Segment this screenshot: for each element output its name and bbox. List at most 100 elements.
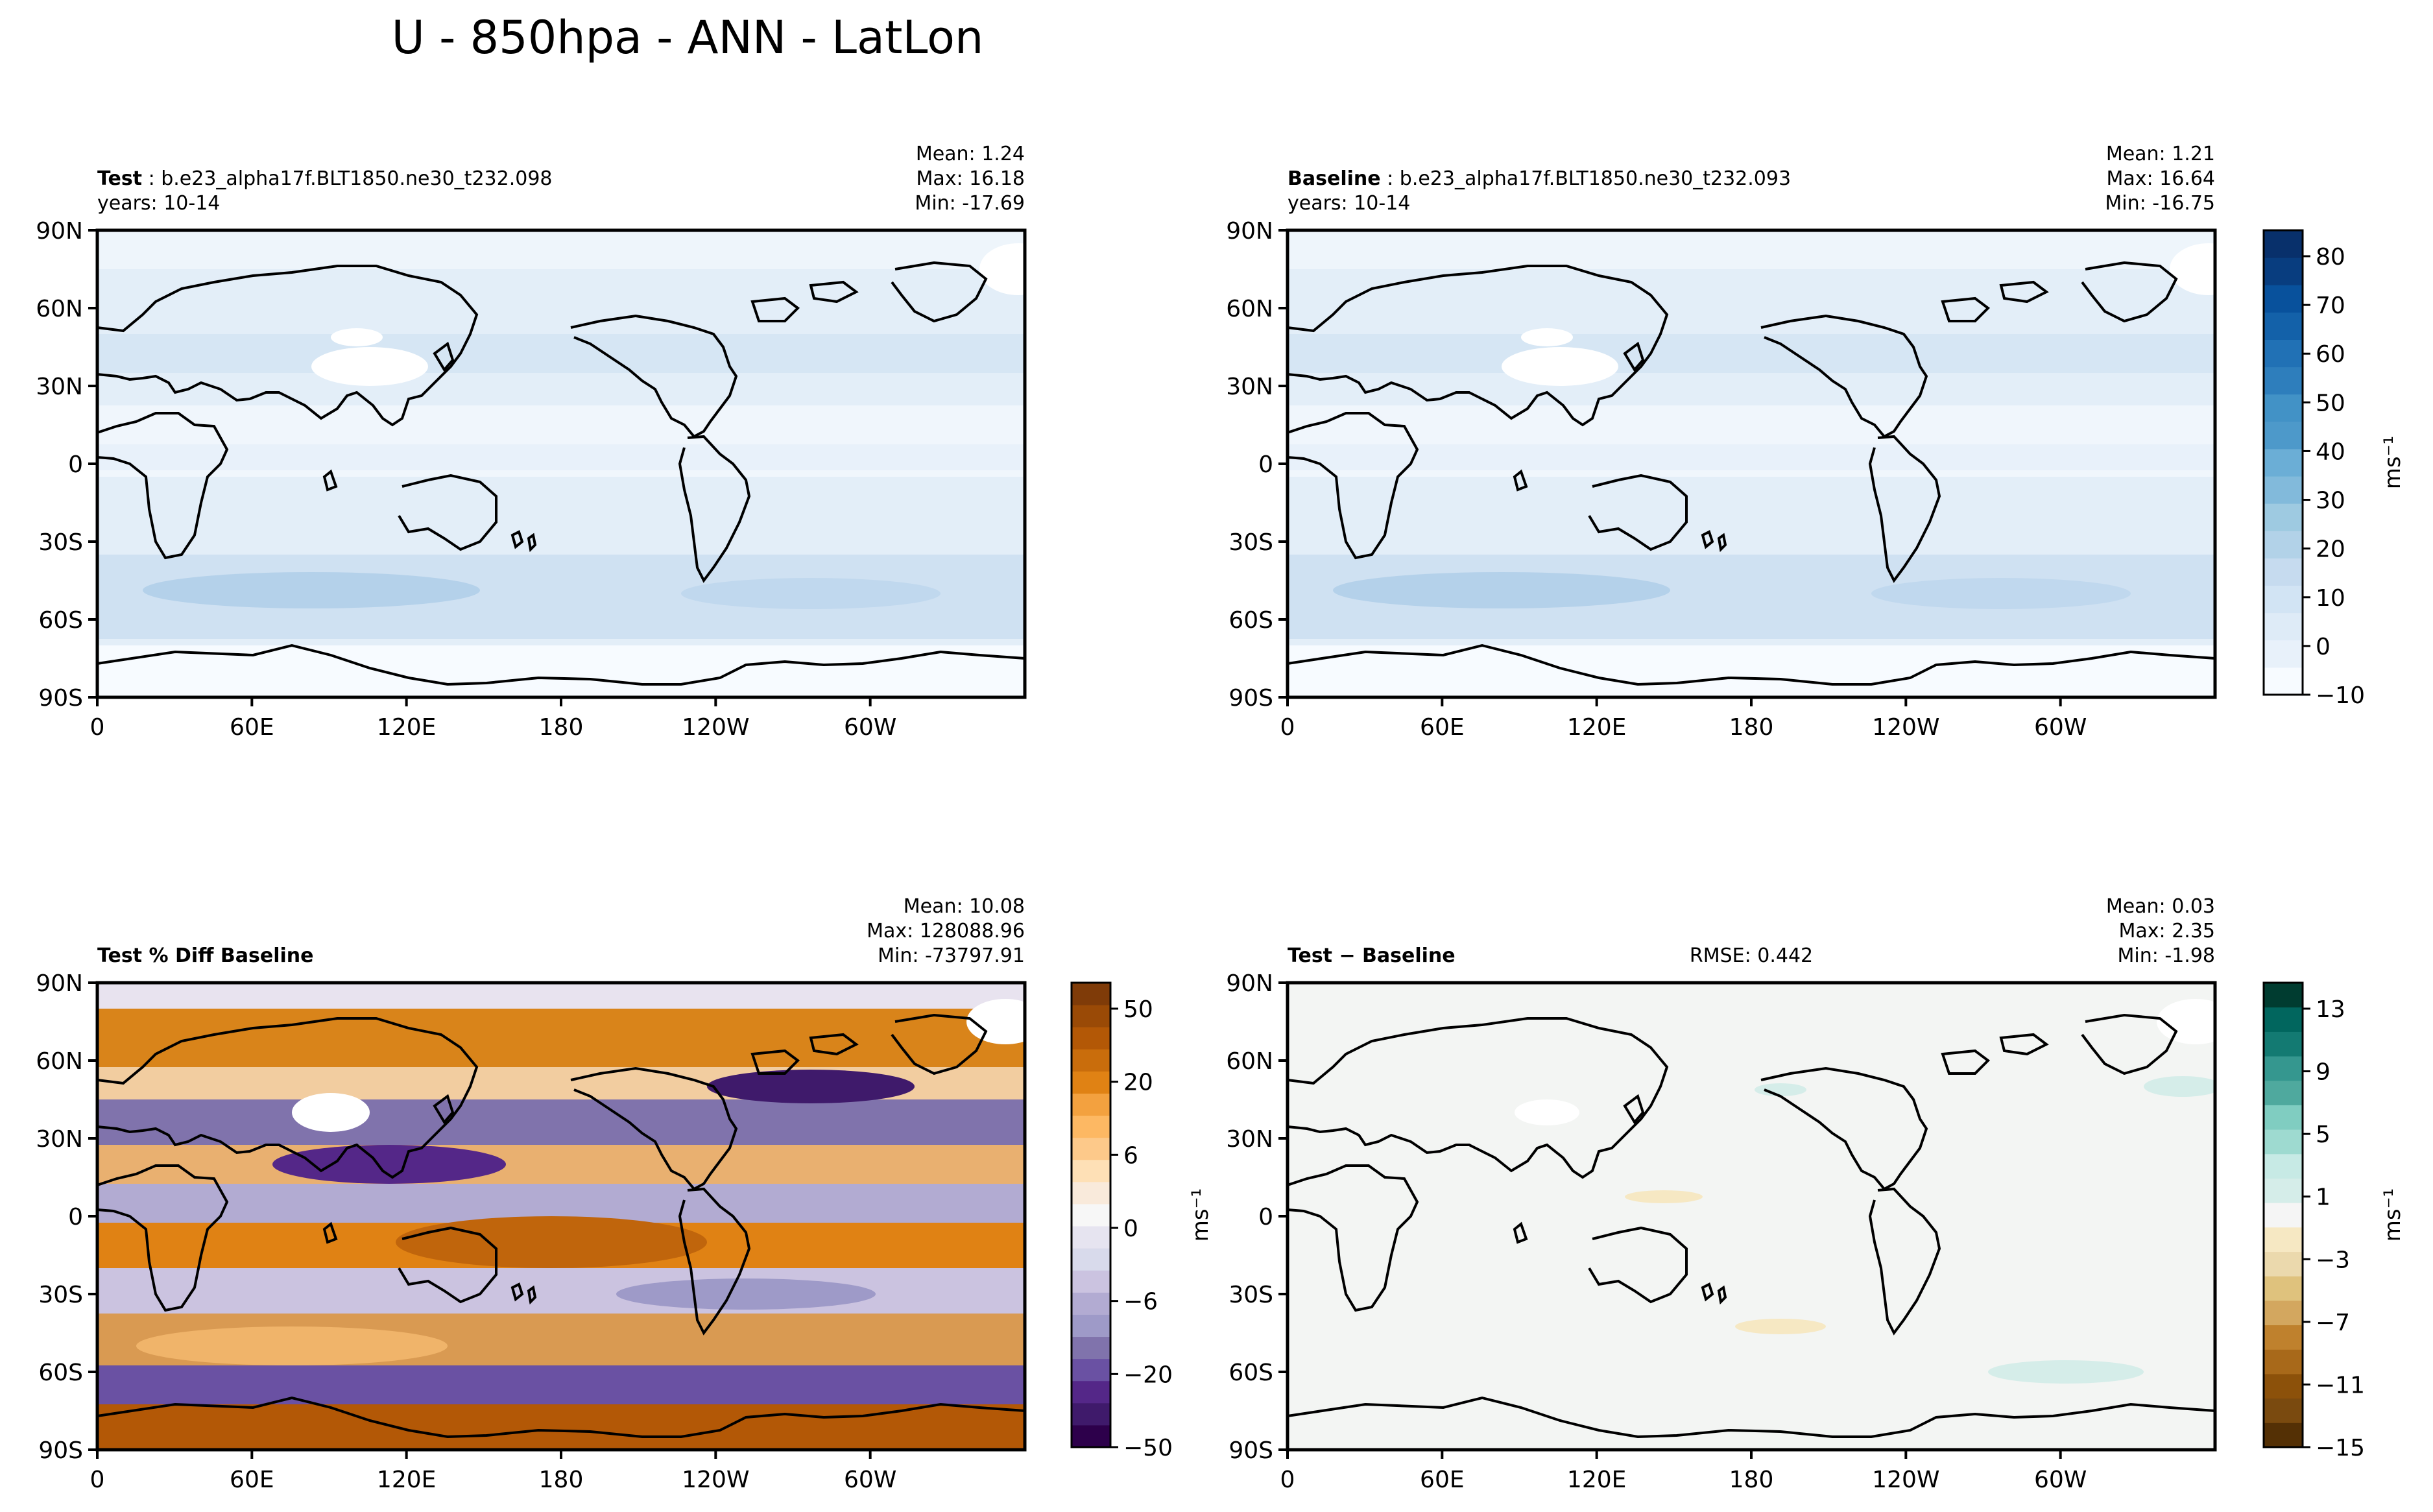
lon-tick-label: 60E bbox=[1420, 714, 1465, 741]
lon-tick-label: 60E bbox=[230, 1467, 274, 1493]
lat-tick-label: 30N bbox=[1226, 1126, 1273, 1153]
lon-tick-label: 60E bbox=[1420, 1467, 1465, 1493]
colorbar-swatch bbox=[1072, 1005, 1110, 1027]
lat-axis: 90N 60N 30N 0 30S 60S 90S bbox=[36, 218, 97, 712]
lat-axis: 90N 60N 30N 0 30S 60S 90S bbox=[1226, 970, 1288, 1464]
colorbar-tick-label: −3 bbox=[2316, 1247, 2350, 1273]
colorbar-swatch bbox=[2264, 1398, 2303, 1423]
stat-min: Min: -73797.91 bbox=[878, 944, 1025, 967]
colorbar-swatch bbox=[2264, 1056, 2303, 1081]
colorbar-swatch bbox=[1072, 1424, 1110, 1448]
colorbar-swatch bbox=[2264, 448, 2303, 477]
colorbar-tick-label: 9 bbox=[2316, 1059, 2331, 1086]
rmse-value: RMSE: 0.442 bbox=[1690, 944, 1813, 967]
lon-tick-label: 60W bbox=[2034, 1467, 2087, 1493]
lat-tick-label: 30N bbox=[36, 1126, 83, 1153]
colorbar-swatch bbox=[2264, 230, 2303, 258]
colorbar-swatch bbox=[2264, 558, 2303, 586]
colorbar-tick-label: 20 bbox=[2316, 536, 2345, 563]
panel-years: years: 10-14 bbox=[1288, 192, 1410, 215]
lon-tick-label: 0 bbox=[90, 1467, 105, 1493]
lat-tick-label: 30S bbox=[1228, 1282, 1273, 1308]
lat-tick-label: 30N bbox=[1226, 374, 1273, 400]
lat-axis: 90N 60N 30N 0 30S 60S 90S bbox=[36, 970, 97, 1464]
colorbar-swatch bbox=[1072, 1049, 1110, 1072]
colorbar-swatch bbox=[2264, 285, 2303, 313]
stat-mean: Mean: 0.03 bbox=[2106, 895, 2215, 918]
stat-max: Max: 128088.96 bbox=[867, 920, 1025, 942]
lon-tick-label: 60W bbox=[2034, 714, 2087, 741]
colorbar-swatch bbox=[1072, 1336, 1110, 1360]
lon-tick-label: 0 bbox=[1280, 1467, 1295, 1493]
colorbar-swatch bbox=[2264, 1349, 2303, 1374]
lon-tick-label: 120E bbox=[1567, 1467, 1626, 1493]
colorbar-tick-label: 0 bbox=[1123, 1216, 1138, 1242]
lat-tick-label: 90S bbox=[38, 685, 83, 712]
colorbar-swatch bbox=[1072, 1380, 1110, 1404]
panel-label: Baseline : b.e23_alpha17f.BLT1850.ne30_t… bbox=[1288, 167, 1791, 190]
colorbar-swatch bbox=[2264, 339, 2303, 368]
panel-label: Test % Diff Baseline bbox=[97, 944, 314, 967]
lon-tick-label: 180 bbox=[539, 1467, 584, 1493]
lon-tick-label: 0 bbox=[1280, 714, 1295, 741]
lon-axis: 0 60E 120E 180 120W 60W bbox=[1280, 697, 2087, 741]
lat-tick-label: 60S bbox=[38, 1360, 83, 1386]
colorbar-frame bbox=[1070, 981, 1112, 1448]
lon-tick-label: 60W bbox=[844, 1467, 896, 1493]
colorbar-swatch bbox=[1072, 1226, 1110, 1249]
lon-tick-label: 120W bbox=[682, 1467, 749, 1493]
colorbar-tick-label: 50 bbox=[1123, 996, 1153, 1023]
lat-tick-label: 30S bbox=[38, 529, 83, 556]
lat-tick-label: 60S bbox=[38, 607, 83, 634]
colorbar-swatch bbox=[2264, 421, 2303, 450]
lon-tick-label: 180 bbox=[539, 714, 584, 741]
colorbar-tick-label: 13 bbox=[2316, 996, 2345, 1023]
colorbar-swatch bbox=[2264, 983, 2303, 1008]
stat-min: Min: -16.75 bbox=[2105, 192, 2215, 215]
colorbar-swatch bbox=[2264, 476, 2303, 504]
lon-tick-label: 120E bbox=[1567, 714, 1626, 741]
colorbar-tick-label: −11 bbox=[2316, 1372, 2365, 1398]
lon-tick-label: 120E bbox=[377, 1467, 436, 1493]
colorbar-tick-label: 80 bbox=[2316, 244, 2345, 270]
stat-max: Max: 16.64 bbox=[2106, 167, 2215, 190]
colorbar-swatch bbox=[1072, 983, 1110, 1005]
lat-tick-label: 90N bbox=[36, 970, 83, 997]
lat-tick-label: 0 bbox=[68, 1204, 83, 1230]
lat-tick-label: 60S bbox=[1228, 1360, 1273, 1386]
stat-mean: Mean: 1.21 bbox=[2106, 143, 2215, 165]
colorbar-tick-label: −20 bbox=[1123, 1362, 1173, 1388]
colorbar-swatch bbox=[1072, 1115, 1110, 1138]
colorbar-swatch bbox=[2264, 1227, 2303, 1253]
colorbar-swatch bbox=[1072, 1270, 1110, 1293]
colorbar-tick-label: 60 bbox=[2316, 341, 2345, 368]
panel-label: Test : b.e23_alpha17f.BLT1850.ne30_t232.… bbox=[97, 167, 553, 190]
lat-tick-label: 0 bbox=[68, 451, 83, 478]
colorbar-unit: ms⁻¹ bbox=[2380, 436, 2406, 489]
lat-tick-label: 30S bbox=[1228, 529, 1273, 556]
lon-tick-label: 120W bbox=[1872, 714, 1939, 741]
colorbar-swatch bbox=[2264, 1300, 2303, 1326]
colorbar-swatch bbox=[1072, 1137, 1110, 1160]
lat-tick-label: 0 bbox=[1258, 451, 1273, 478]
colorbar-swatch bbox=[2264, 1007, 2303, 1032]
lat-tick-label: 90N bbox=[1226, 970, 1273, 997]
stat-mean: Mean: 1.24 bbox=[916, 143, 1025, 165]
lon-tick-label: 180 bbox=[1729, 1467, 1774, 1493]
colorbar-diff: 13 9 5 1 −3 −7 −11 −15 ms⁻¹ bbox=[2262, 981, 2406, 1461]
colorbar-swatch bbox=[2264, 1325, 2303, 1350]
colorbar-swatch bbox=[1072, 1181, 1110, 1205]
colorbar-swatch bbox=[2264, 1203, 2303, 1228]
colorbar-tick-label: 30 bbox=[2316, 488, 2345, 514]
colorbar-swatch bbox=[2264, 1276, 2303, 1301]
colorbar-unit: ms⁻¹ bbox=[2380, 1188, 2406, 1242]
colorbar-tick-label: 1 bbox=[2316, 1184, 2331, 1211]
colorbar-tick-label: 6 bbox=[1123, 1142, 1138, 1169]
panel-years: years: 10-14 bbox=[97, 192, 220, 215]
lat-tick-label: 30S bbox=[38, 1282, 83, 1308]
colorbar-swatch bbox=[2264, 1251, 2303, 1277]
colorbar-swatch bbox=[2264, 1373, 2303, 1399]
lon-tick-label: 120W bbox=[1872, 1467, 1939, 1493]
colorbar-tick-label: −6 bbox=[1123, 1289, 1158, 1315]
